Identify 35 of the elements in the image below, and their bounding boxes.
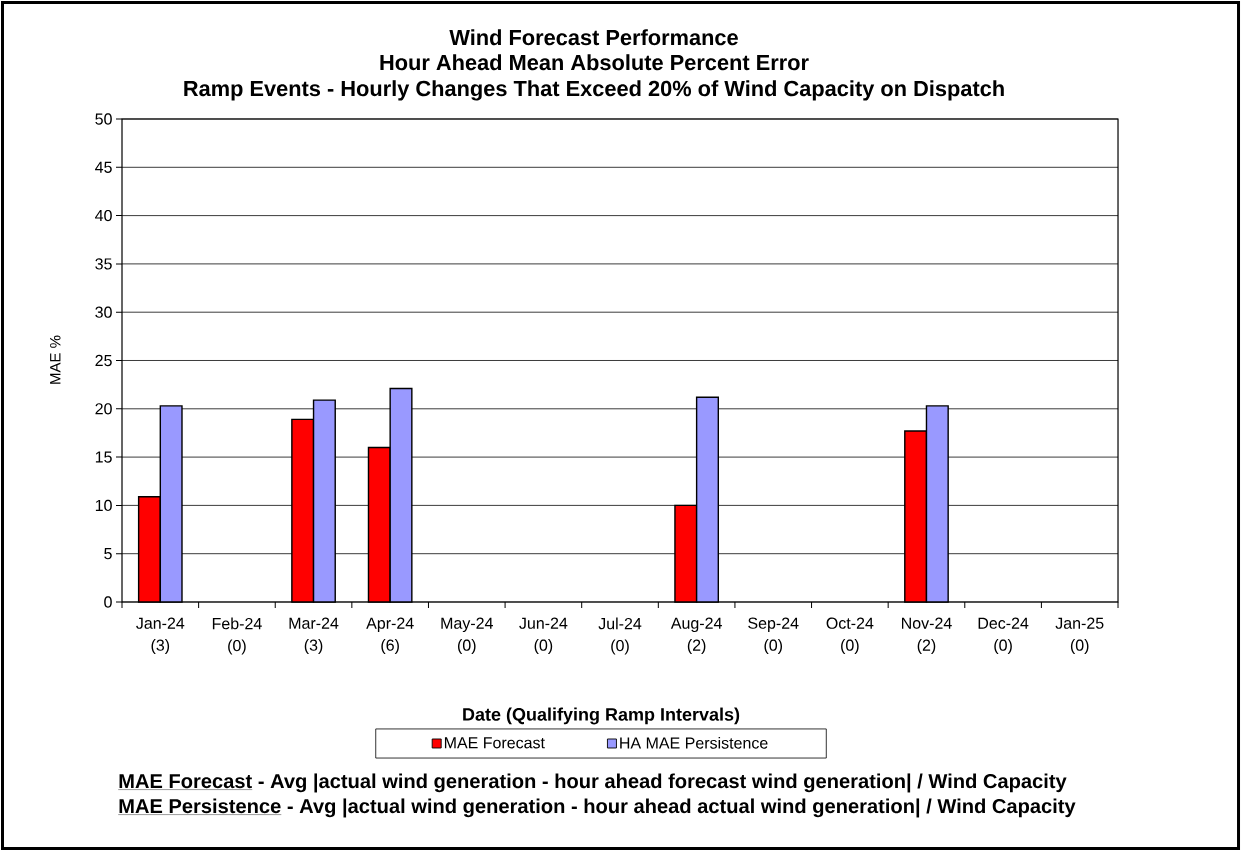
x-tick-label: Aug-24 (2) [670,617,722,655]
x-tick-label: Oct-24 (0) [826,617,874,655]
x-tick-label: Apr-24 (6) [366,617,414,655]
x-tick-label: Jan-24 (3) [136,617,185,655]
text: MAE Persistence [119,798,281,814]
x-tick-label: Jun-24 (0) [519,617,568,655]
text: Ramp Events - Hourly Changes That Exceed 20% of Wind Capacity on Dispatch [184,80,1004,101]
y-tick-label: 35 [95,258,112,270]
x-tick-label: Feb-24 (0) [212,617,262,655]
y-tick-label: 0 [104,596,112,608]
x-axis-title: Date (Qualifying Ramp Intervals) [463,707,740,725]
y-tick-label: 5 [104,548,112,560]
x-tick-label: May-24 (0) [441,617,493,655]
text: MAE Forecast [119,774,252,789]
y-tick-label: 40 [95,209,112,222]
y-tick-label: 45 [95,161,112,173]
legend-label: MAE Forecast [444,737,545,749]
y-tick-label: 50 [95,113,112,125]
text: - Avg |actual wind generation - hour ahead actual wind generation| / Wind Capacity [287,798,1076,818]
x-tick-label: Sep-24 (0) [748,617,799,655]
y-tick-label: 20 [95,403,112,415]
x-tick-label: Jan-25 (0) [1055,617,1104,655]
y-tick-label: 10 [95,499,112,512]
chart-title: Wind Forecast Performance [449,29,738,46]
y-axis-title: MAE % [50,335,61,384]
x-tick-label: Jul-24 (0) [598,617,642,655]
x-tick-label: Mar-24 (3) [289,617,339,655]
x-tick-label: Nov-24 (2) [902,617,952,655]
y-tick-label: 15 [95,451,112,463]
chart-subtitle: Hour Ahead Mean Absolute Percent Error [380,54,809,71]
y-tick-label: 25 [95,354,112,367]
legend-label: HA MAE Persistence [620,736,768,749]
text: - Avg |actual wind generation - hour ahead forecast wind generation| / Wind Capacity [258,773,1067,793]
y-tick-label: 30 [95,306,112,318]
x-tick-label: Dec-24 (0) [978,617,1029,655]
